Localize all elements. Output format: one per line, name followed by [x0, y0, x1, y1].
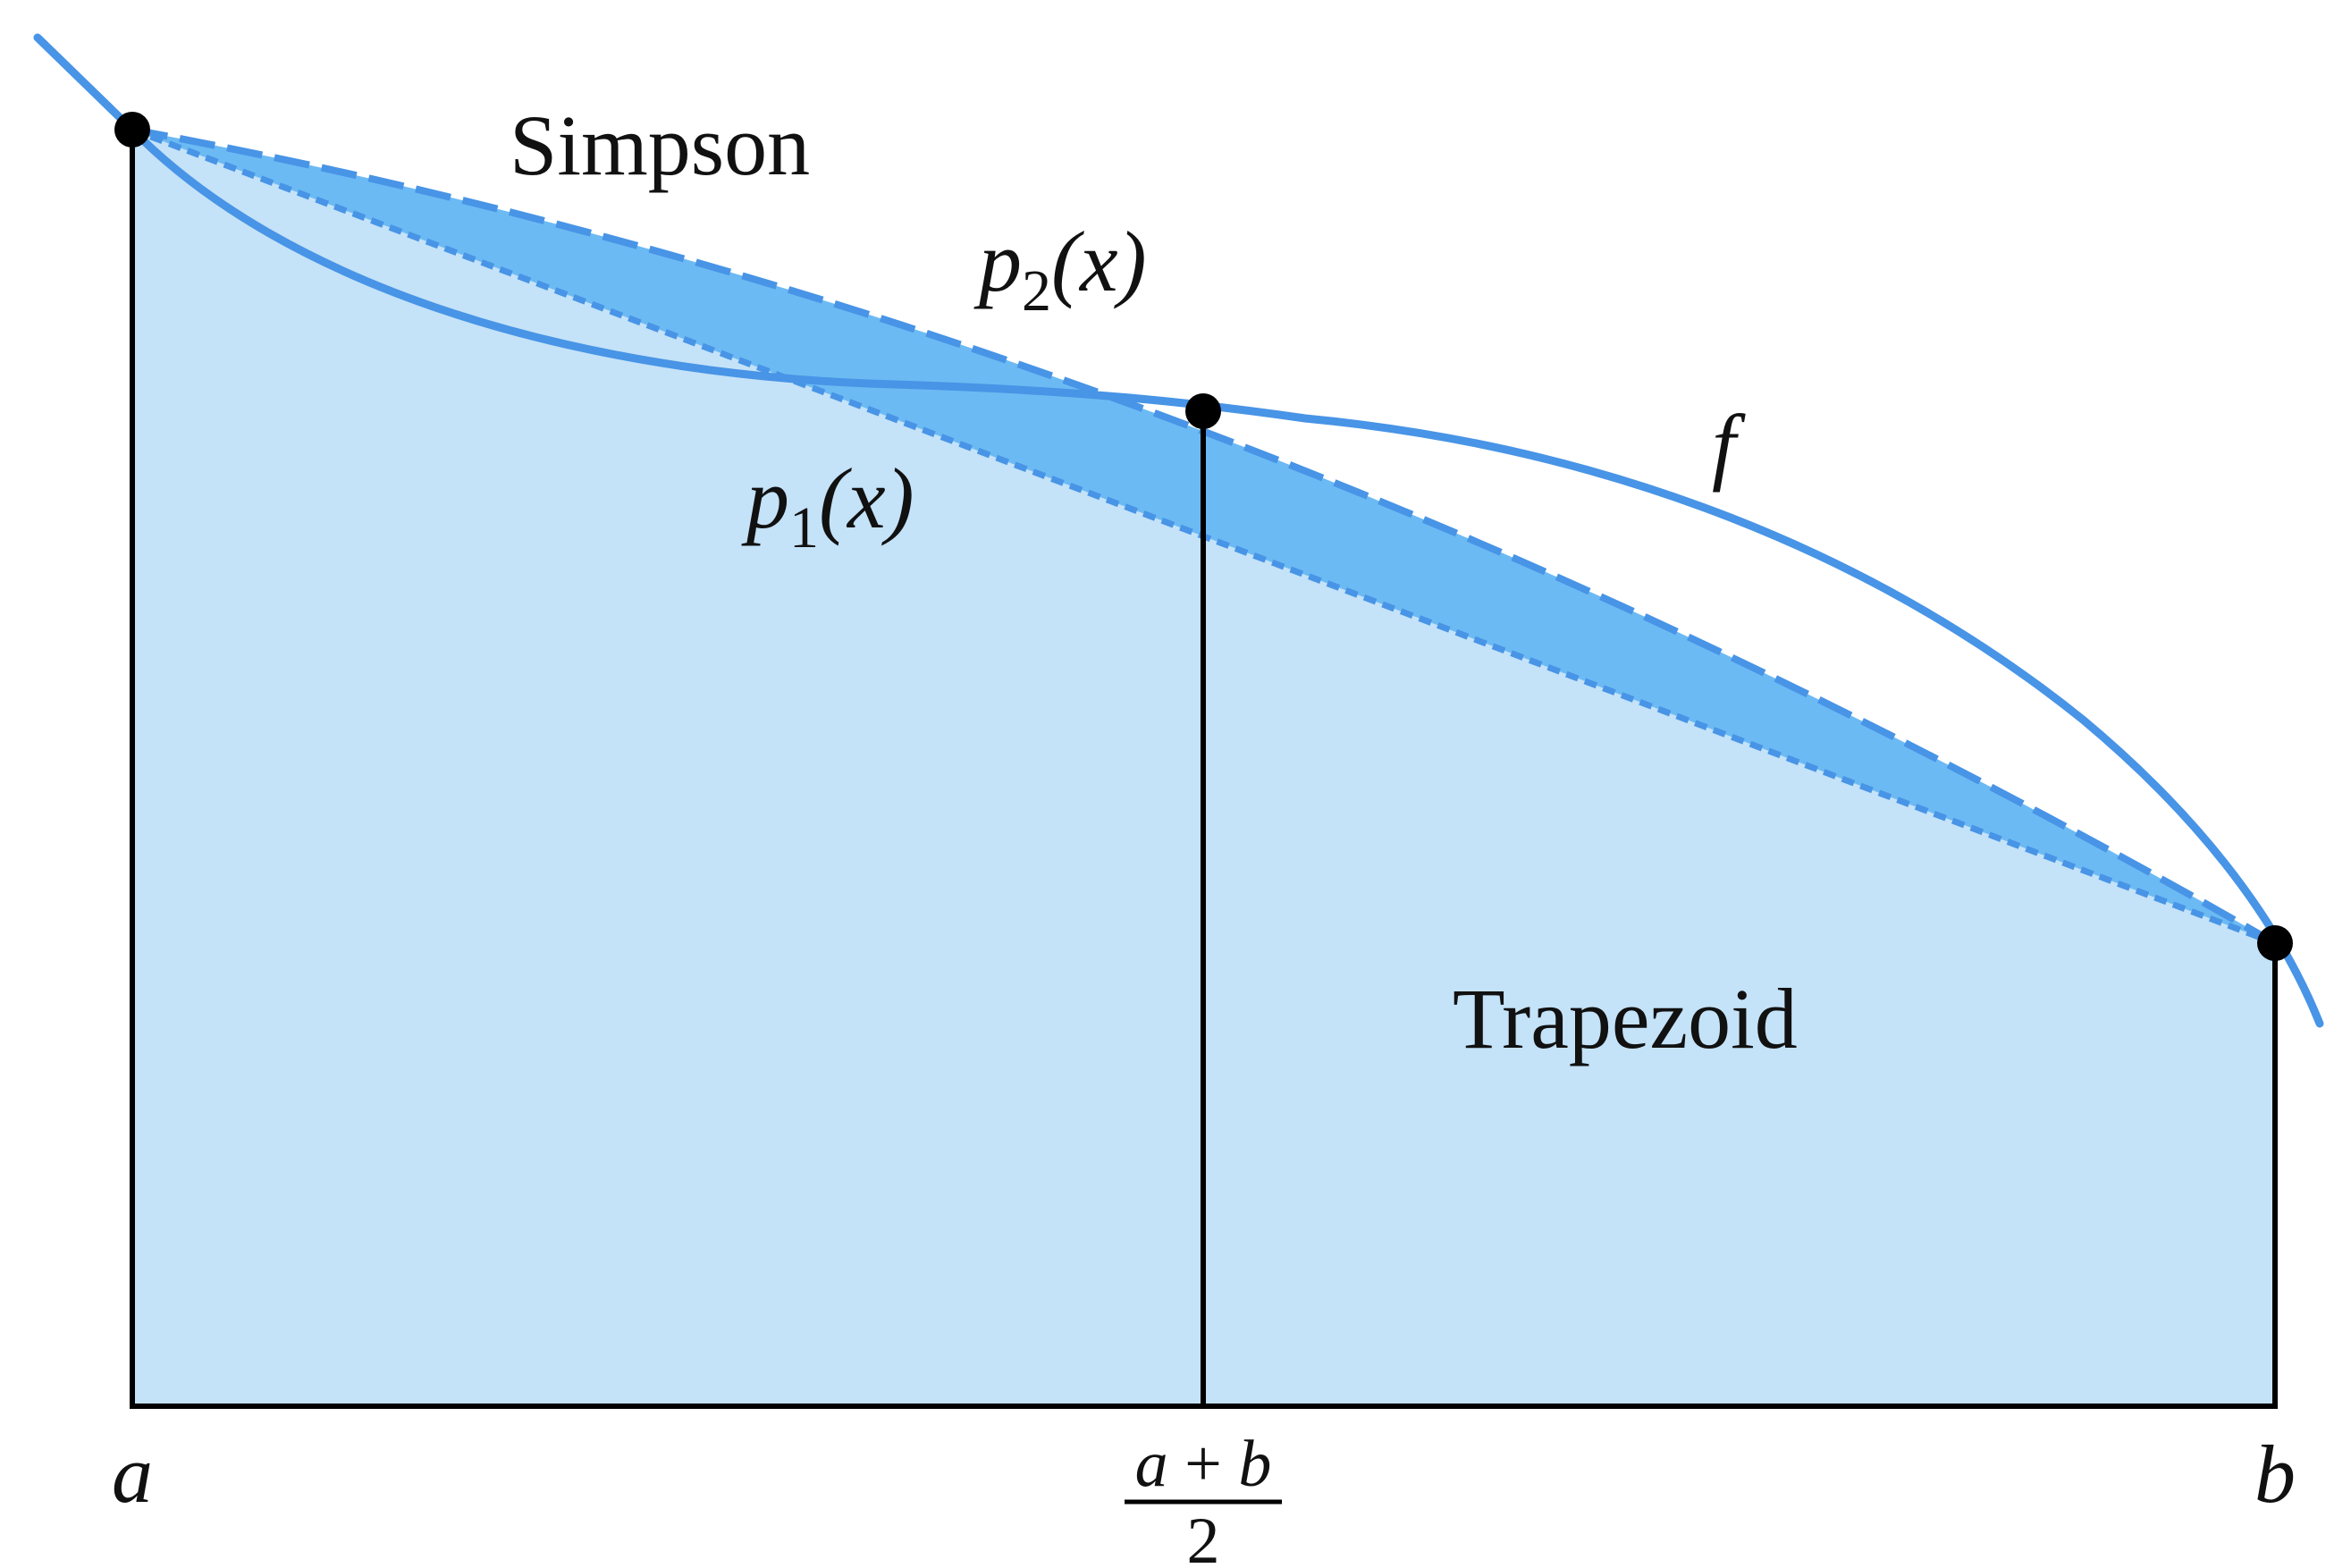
f-curve	[33, 33, 2324, 1028]
p1-label: p1(x)	[741, 451, 914, 561]
point-b	[2257, 925, 2293, 961]
point-midpoint	[1185, 393, 1221, 429]
f-label: f	[1712, 397, 1746, 493]
tick-mid-num-b: b	[1238, 1428, 1271, 1501]
tick-mid-denominator: 2	[1187, 1505, 1220, 1568]
p1-label-sub: 1	[789, 495, 819, 561]
point-a	[114, 112, 150, 148]
p2-label: p2(x)	[973, 214, 1147, 324]
p1-label-base: p	[741, 451, 789, 546]
simpson-label: Simpson	[510, 97, 810, 193]
tick-a-label: a	[112, 1429, 153, 1520]
tick-mid-num-a: a	[1135, 1428, 1168, 1501]
trapezoid-label: Trapezoid	[1453, 971, 1798, 1066]
tick-mid-numerator: a + b	[1135, 1428, 1272, 1501]
p1-label-arg: (x)	[819, 451, 914, 546]
tick-midpoint-fraction: a + b 2	[1125, 1428, 1282, 1568]
p2-label-arg: (x)	[1051, 214, 1147, 309]
p2-label-base: p	[973, 214, 1022, 309]
tick-b-label: b	[2254, 1429, 2296, 1520]
p2-label-sub: 2	[1022, 258, 1051, 324]
tick-mid-num-op: +	[1184, 1428, 1222, 1501]
